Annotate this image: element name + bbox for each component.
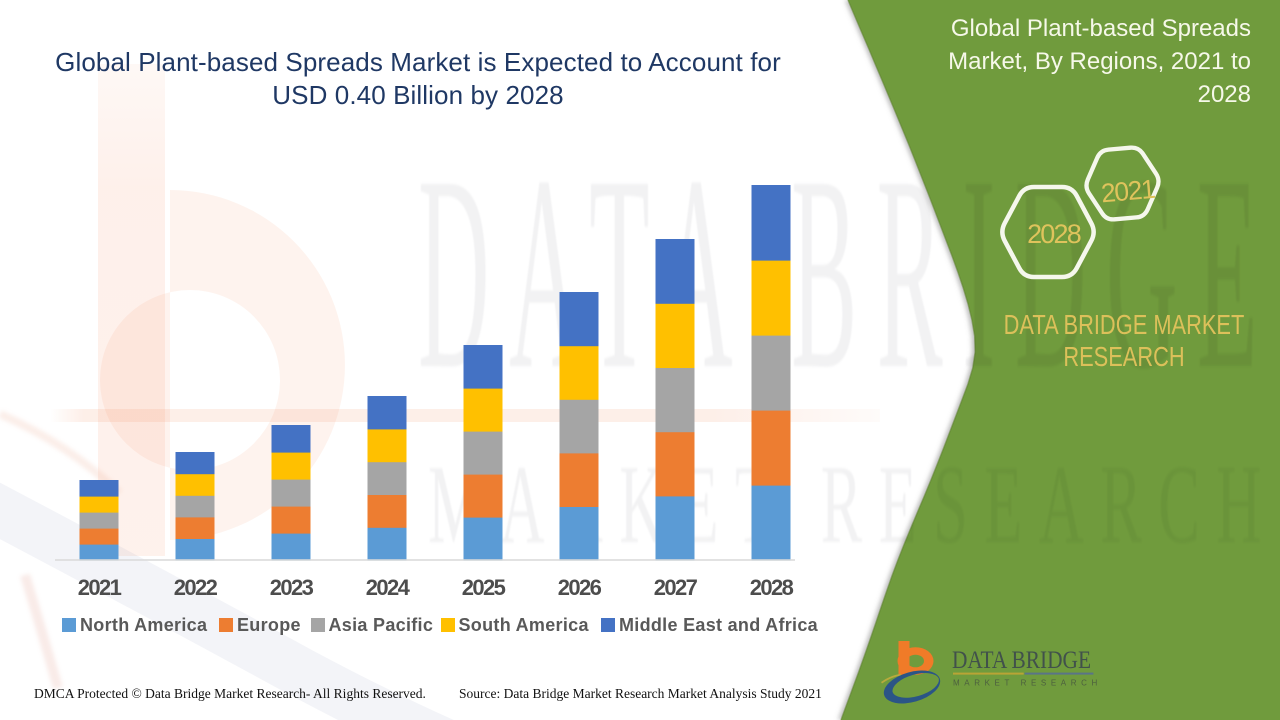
svg-text:MARKET RESEARCH: MARKET RESEARCH — [953, 679, 1102, 688]
svg-text:DATA BRIDGE: DATA BRIDGE — [952, 647, 1091, 674]
svg-text:2021: 2021 — [1100, 174, 1156, 209]
svg-text:2028: 2028 — [1027, 219, 1081, 249]
